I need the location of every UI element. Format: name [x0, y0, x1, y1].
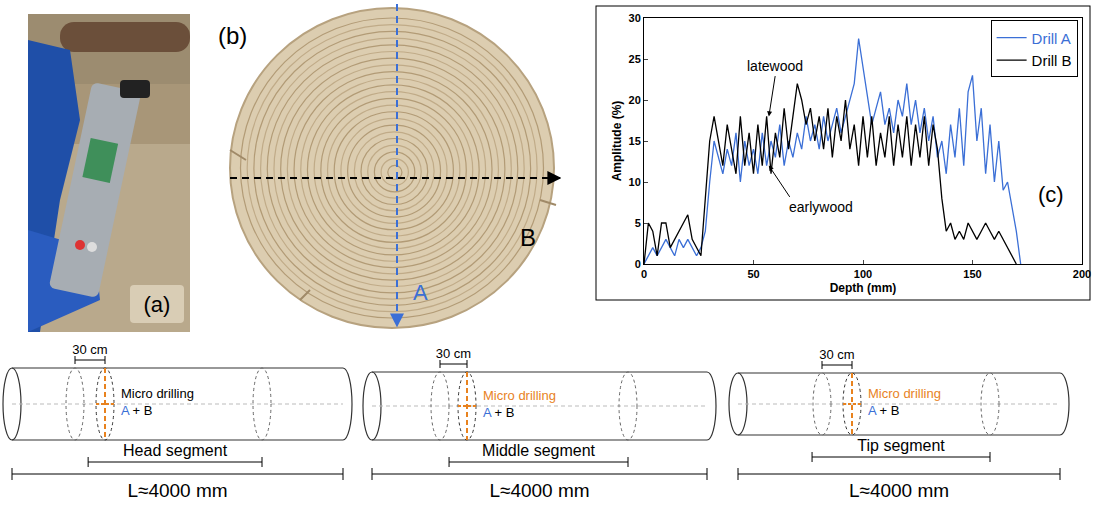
- svg-text:30: 30: [629, 12, 641, 24]
- svg-text:150: 150: [963, 268, 981, 280]
- svg-text:(a): (a): [144, 292, 171, 317]
- svg-text:A + B: A + B: [868, 403, 899, 418]
- svg-text:15: 15: [629, 135, 641, 147]
- svg-text:Micro drilling: Micro drilling: [121, 386, 194, 401]
- svg-text:50: 50: [747, 268, 759, 280]
- svg-text:30 cm: 30 cm: [819, 347, 854, 362]
- svg-text:Middle segment: Middle segment: [482, 442, 596, 459]
- svg-text:L≈4000 mm: L≈4000 mm: [127, 480, 227, 501]
- svg-text:Drill A: Drill A: [1032, 30, 1071, 47]
- svg-text:25: 25: [629, 53, 641, 65]
- svg-text:0: 0: [635, 258, 641, 270]
- svg-text:Depth (mm): Depth (mm): [830, 281, 897, 295]
- svg-text:A: A: [413, 280, 428, 305]
- svg-text:(c): (c): [1038, 182, 1064, 207]
- svg-text:0: 0: [641, 268, 647, 280]
- svg-text:latewood: latewood: [747, 58, 803, 74]
- svg-text:A + B: A + B: [483, 405, 514, 420]
- svg-text:(b): (b): [218, 22, 247, 49]
- svg-text:20: 20: [629, 94, 641, 106]
- svg-text:200: 200: [1073, 268, 1091, 280]
- svg-text:L≈4000 mm: L≈4000 mm: [849, 480, 949, 501]
- svg-text:B: B: [520, 224, 536, 251]
- svg-text:100: 100: [854, 268, 872, 280]
- svg-text:Micro drilling: Micro drilling: [868, 386, 941, 401]
- svg-text:A + B: A + B: [121, 403, 152, 418]
- svg-text:5: 5: [635, 217, 641, 229]
- svg-text:10: 10: [629, 176, 641, 188]
- svg-text:Head segment: Head segment: [123, 442, 228, 459]
- svg-text:earlywood: earlywood: [789, 199, 853, 215]
- svg-text:30 cm: 30 cm: [436, 346, 471, 361]
- svg-text:L≈4000 mm: L≈4000 mm: [489, 480, 589, 501]
- svg-text:30 cm: 30 cm: [72, 342, 107, 357]
- svg-text:Amplitude (%): Amplitude (%): [610, 101, 624, 182]
- svg-text:Micro drilling: Micro drilling: [483, 388, 556, 403]
- svg-text:Tip segment: Tip segment: [857, 437, 945, 454]
- svg-text:Drill B: Drill B: [1032, 52, 1072, 69]
